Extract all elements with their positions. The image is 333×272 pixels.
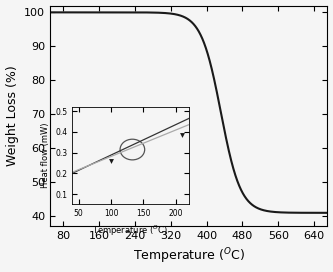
Y-axis label: Weight Loss (%): Weight Loss (%)	[6, 66, 19, 166]
X-axis label: Temperature ($^O$C): Temperature ($^O$C)	[133, 247, 245, 267]
